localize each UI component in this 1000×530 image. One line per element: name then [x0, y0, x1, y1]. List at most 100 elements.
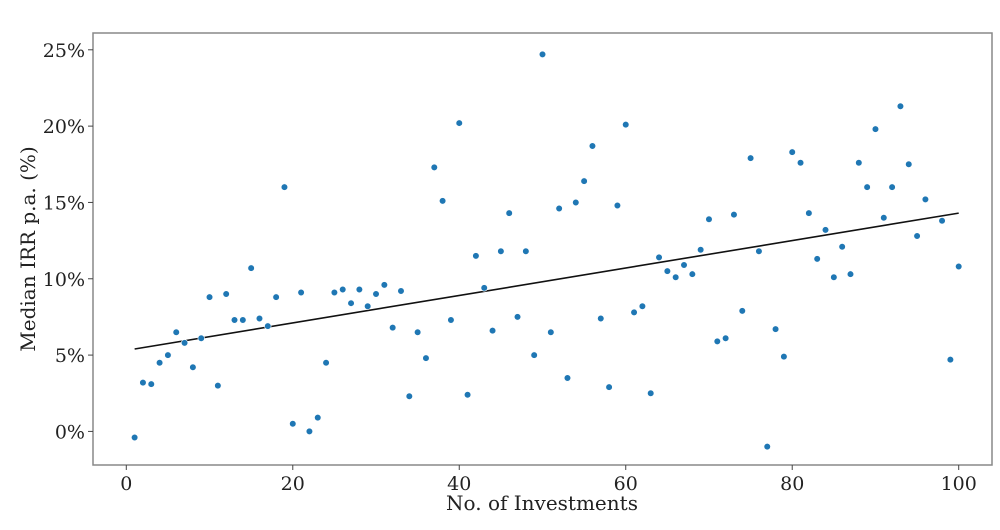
x-tick-label: 0: [120, 473, 132, 495]
data-point: [563, 374, 572, 382]
data-point: [347, 299, 355, 307]
data-point: [230, 316, 239, 324]
data-point: [888, 183, 896, 191]
data-point: [289, 420, 297, 428]
x-tick-label: 40: [447, 473, 471, 495]
data-point: [747, 154, 755, 162]
data-point: [372, 290, 380, 298]
y-tick-label: 0%: [55, 421, 85, 443]
data-point: [513, 313, 522, 321]
data-point: [439, 197, 447, 205]
data-point: [380, 281, 388, 289]
data-point: [938, 217, 946, 225]
data-point: [264, 322, 272, 330]
data-point: [472, 252, 480, 260]
data-point: [155, 359, 164, 367]
y-tick-label: 20%: [43, 116, 85, 138]
data-point: [480, 284, 488, 292]
data-point: [846, 270, 855, 278]
data-point: [555, 204, 563, 213]
data-point: [813, 255, 821, 263]
data-point: [405, 392, 413, 400]
data-point: [330, 288, 338, 297]
data-point: [913, 232, 921, 240]
x-tick-label: 60: [614, 473, 638, 495]
data-point: [131, 433, 139, 442]
data-point: [921, 195, 930, 203]
data-point: [597, 314, 605, 323]
data-point: [647, 389, 655, 397]
data-point: [205, 293, 214, 301]
data-point: [821, 226, 830, 234]
data-point: [905, 160, 913, 168]
data-point: [655, 253, 663, 261]
data-point: [430, 163, 438, 171]
data-point: [805, 209, 813, 217]
data-point: [197, 334, 205, 342]
data-point: [147, 380, 155, 388]
data-point: [530, 351, 538, 359]
x-tick-label: 80: [780, 473, 804, 495]
data-point: [855, 159, 863, 167]
points-layer: [131, 50, 963, 451]
data-point: [455, 119, 463, 127]
data-point: [722, 334, 730, 342]
data-point: [222, 290, 230, 298]
data-point: [613, 201, 622, 210]
data-point: [247, 264, 255, 272]
data-point: [738, 307, 746, 315]
plot-frame: [92, 32, 993, 466]
data-point: [796, 159, 805, 167]
data-point: [214, 382, 222, 390]
data-point: [239, 316, 247, 324]
data-point: [580, 177, 588, 185]
data-point: [447, 316, 455, 324]
data-point: [463, 391, 472, 399]
data-point: [955, 262, 963, 271]
data-point: [638, 302, 646, 310]
data-point: [663, 267, 671, 275]
data-point: [305, 427, 314, 436]
data-point: [605, 383, 613, 391]
data-point: [355, 285, 363, 294]
y-axis-label: Median IRR p.a. (%): [16, 146, 40, 351]
data-point: [339, 285, 347, 294]
data-point: [713, 337, 721, 345]
data-point: [780, 353, 788, 361]
data-point: [547, 328, 555, 336]
data-point: [755, 247, 763, 255]
data-point: [946, 356, 954, 364]
data-point: [538, 50, 547, 58]
data-point: [389, 324, 397, 332]
data-point: [838, 243, 846, 251]
y-axis: 0% 5% 10% 15% 20% 25%: [43, 40, 93, 443]
data-point: [871, 125, 880, 133]
data-point: [763, 443, 771, 451]
data-point: [189, 363, 197, 371]
data-point: [622, 120, 630, 129]
data-point: [588, 142, 597, 150]
trend-layer: [134, 212, 959, 350]
trend-line: [134, 212, 959, 350]
x-tick-label: 100: [941, 473, 977, 495]
data-point: [139, 378, 147, 387]
data-point: [863, 183, 871, 191]
data-point: [164, 351, 172, 359]
data-point: [680, 261, 688, 269]
x-tick-label: 20: [281, 473, 305, 495]
data-point: [830, 273, 838, 281]
data-point: [364, 302, 372, 310]
data-point: [180, 339, 189, 347]
x-axis: 0 20 40 60 80 100: [120, 465, 977, 495]
data-point: [397, 287, 405, 295]
y-tick-label: 10%: [43, 269, 85, 291]
y-tick-label: 5%: [55, 345, 85, 367]
data-point: [314, 414, 322, 422]
data-point: [522, 247, 530, 255]
data-point: [488, 327, 497, 335]
data-point: [896, 102, 905, 110]
data-point: [630, 308, 638, 316]
data-point: [788, 148, 796, 156]
data-point: [272, 293, 280, 301]
